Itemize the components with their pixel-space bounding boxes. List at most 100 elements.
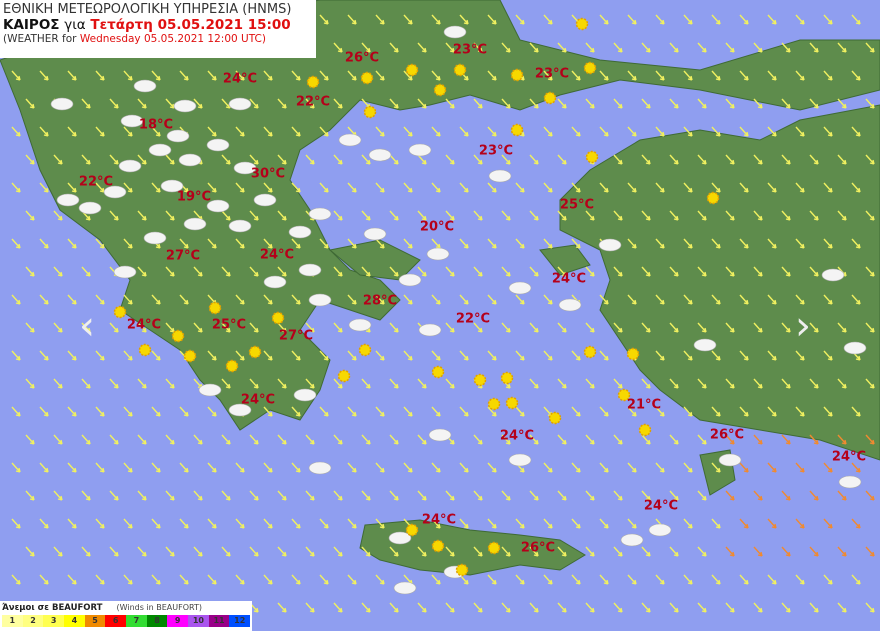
wind-arrow-icon <box>753 266 763 277</box>
wind-arrow-icon <box>613 42 623 53</box>
wind-arrow-icon <box>193 322 203 333</box>
wind-arrow-icon <box>473 546 483 557</box>
wind-arrow-icon <box>11 574 21 585</box>
wind-arrow-icon <box>515 406 525 417</box>
wind-arrow-icon <box>725 546 735 557</box>
wind-arrow-icon <box>431 406 441 417</box>
wind-arrow-icon <box>375 574 385 585</box>
wind-arrow-icon <box>697 266 707 277</box>
wind-arrow-icon <box>669 42 679 53</box>
cloud-icon <box>488 169 512 183</box>
wind-arrow-icon <box>585 602 595 613</box>
wind-arrow-icon <box>389 154 399 165</box>
wind-arrow-icon <box>95 406 105 417</box>
temperature-label: 25°C <box>559 197 595 213</box>
land-balkans <box>0 0 880 431</box>
wind-arrow-icon <box>669 266 679 277</box>
temperature-label: 18°C <box>138 117 174 133</box>
wind-arrow-icon <box>795 518 805 529</box>
wind-arrow-icon <box>123 126 133 137</box>
sun-icon <box>433 83 447 97</box>
wind-arrow-icon <box>571 70 581 81</box>
wind-arrow-icon <box>11 406 21 417</box>
wind-arrow-icon <box>767 70 777 81</box>
wind-arrow-icon <box>277 210 287 221</box>
wind-arrow-icon <box>305 378 315 389</box>
wind-arrow-icon <box>235 350 245 361</box>
wind-arrow-icon <box>627 462 637 473</box>
sun-icon <box>271 311 285 325</box>
cloud-icon <box>418 323 442 337</box>
wind-arrow-icon <box>235 518 245 529</box>
wind-arrow-icon <box>809 98 819 109</box>
wind-arrow-icon <box>263 462 273 473</box>
sun-icon <box>583 345 597 359</box>
wind-arrow-icon <box>543 518 553 529</box>
wind-arrow-icon <box>207 350 217 361</box>
wind-arrow-icon <box>795 70 805 81</box>
wind-arrow-icon <box>837 154 847 165</box>
wind-arrow-icon <box>851 182 861 193</box>
cloud-icon <box>821 268 845 282</box>
wind-arrow-icon <box>221 434 231 445</box>
wind-arrow-icon <box>431 462 441 473</box>
wind-arrow-icon <box>697 98 707 109</box>
wind-arrow-icon <box>669 434 679 445</box>
wind-arrow-icon <box>123 350 133 361</box>
wind-arrow-icon <box>361 434 371 445</box>
wind-arrow-icon <box>333 210 343 221</box>
temperature-label: 24°C <box>643 498 679 514</box>
wind-arrow-icon <box>263 350 273 361</box>
wind-arrow-icon <box>697 378 707 389</box>
prev-button[interactable]: ‹ <box>72 306 102 346</box>
land-turkey <box>559 104 880 461</box>
wind-arrow-icon <box>795 574 805 585</box>
sun-icon <box>183 349 197 363</box>
wind-arrow-icon <box>95 238 105 249</box>
wind-arrow-icon <box>403 182 413 193</box>
wind-arrow-icon <box>851 574 861 585</box>
cloud-icon <box>293 388 317 402</box>
cloud-icon <box>228 403 252 417</box>
wind-arrow-icon <box>39 294 49 305</box>
wind-arrow-icon <box>207 70 217 81</box>
wind-arrow-icon <box>431 126 441 137</box>
wind-arrow-icon <box>501 266 511 277</box>
wind-arrow-icon <box>725 490 735 501</box>
wind-arrow-icon <box>123 462 133 473</box>
wind-arrow-icon <box>291 462 301 473</box>
wind-arrow-icon <box>851 70 861 81</box>
wind-arrow-icon <box>473 490 483 501</box>
wind-arrow-icon <box>529 42 539 53</box>
wind-arrow-icon <box>473 322 483 333</box>
wind-arrow-icon <box>109 378 119 389</box>
wind-arrow-icon <box>137 154 147 165</box>
cloud-icon <box>693 338 717 352</box>
wind-arrow-icon <box>445 98 455 109</box>
wind-arrow-icon <box>277 322 287 333</box>
wind-arrow-icon <box>417 490 427 501</box>
wind-arrow-icon <box>697 602 707 613</box>
wind-arrow-icon <box>459 14 469 25</box>
wind-arrow-icon <box>221 154 231 165</box>
sun-icon <box>455 563 469 577</box>
next-button[interactable]: › <box>788 306 818 346</box>
cloud-icon <box>173 99 197 113</box>
wind-arrow-icon <box>193 490 203 501</box>
wind-arrow-icon <box>459 462 469 473</box>
wind-arrow-icon <box>767 350 777 361</box>
wind-arrow-icon <box>599 406 609 417</box>
wind-arrow-icon <box>641 602 651 613</box>
sun-icon <box>500 371 514 385</box>
wind-arrow-icon <box>347 14 357 25</box>
wind-arrow-icon <box>375 350 385 361</box>
wind-arrow-icon <box>627 70 637 81</box>
wind-arrow-icon <box>599 182 609 193</box>
wind-arrow-icon <box>781 490 791 501</box>
wind-arrow-icon <box>221 546 231 557</box>
wind-arrow-icon <box>823 14 833 25</box>
cloud-icon <box>443 25 467 39</box>
wind-arrow-icon <box>375 70 385 81</box>
wind-arrow-icon <box>291 350 301 361</box>
wind-arrow-icon <box>529 322 539 333</box>
